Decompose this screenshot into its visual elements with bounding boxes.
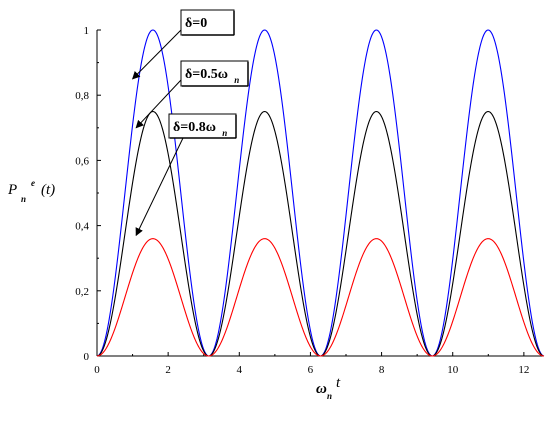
x-tick-label: 8 <box>379 364 385 376</box>
annotation-arrow <box>135 137 184 237</box>
annotation-label: δ=0 <box>185 16 207 31</box>
x-tick-label: 4 <box>237 364 243 376</box>
annotation-box <box>180 60 249 87</box>
x-tick-label: 12 <box>518 364 529 376</box>
x-tick-label: 0 <box>94 364 100 376</box>
y-axis-label: P <box>7 182 17 198</box>
x-tick-label: 2 <box>165 364 171 376</box>
x-tick-label: 10 <box>447 364 459 376</box>
annotation-arrow <box>135 79 182 129</box>
y-tick-label: 0,8 <box>75 90 89 102</box>
axes: 0 2 4 6 8 10 12 0 0,2 0,4 0,6 0,8 1 <box>75 25 544 376</box>
annotations: δ=0 δ=0.5ω n δ=0.8ω n <box>132 9 249 237</box>
annotation-subscript: n <box>222 128 227 138</box>
y-axis-label-superscript: e <box>31 178 35 188</box>
series-line <box>96 238 545 357</box>
x-axis-label: ω <box>316 381 327 397</box>
annotation-box <box>180 9 235 36</box>
y-tick-label: 1 <box>84 25 90 37</box>
series-line <box>96 110 545 357</box>
x-tick-label: 6 <box>308 364 314 376</box>
series-line <box>96 29 545 357</box>
annotation-subscript: n <box>234 75 239 85</box>
annotation-label: δ=0.5ω <box>185 67 228 82</box>
annotation-arrow <box>132 29 182 80</box>
y-axis-label-suffix: (t) <box>41 182 55 198</box>
series-group <box>96 29 545 357</box>
y-tick-label: 0,4 <box>75 221 89 233</box>
x-axis-label-subscript: n <box>327 391 332 401</box>
y-tick-label: 0,6 <box>75 155 89 167</box>
x-axis-label-suffix: t <box>336 375 341 391</box>
y-tick-label: 0,2 <box>75 286 89 298</box>
y-tick-label: 0 <box>84 351 90 363</box>
y-axis-label-subscript: n <box>21 194 26 204</box>
annotation-label: δ=0.8ω <box>173 120 216 135</box>
